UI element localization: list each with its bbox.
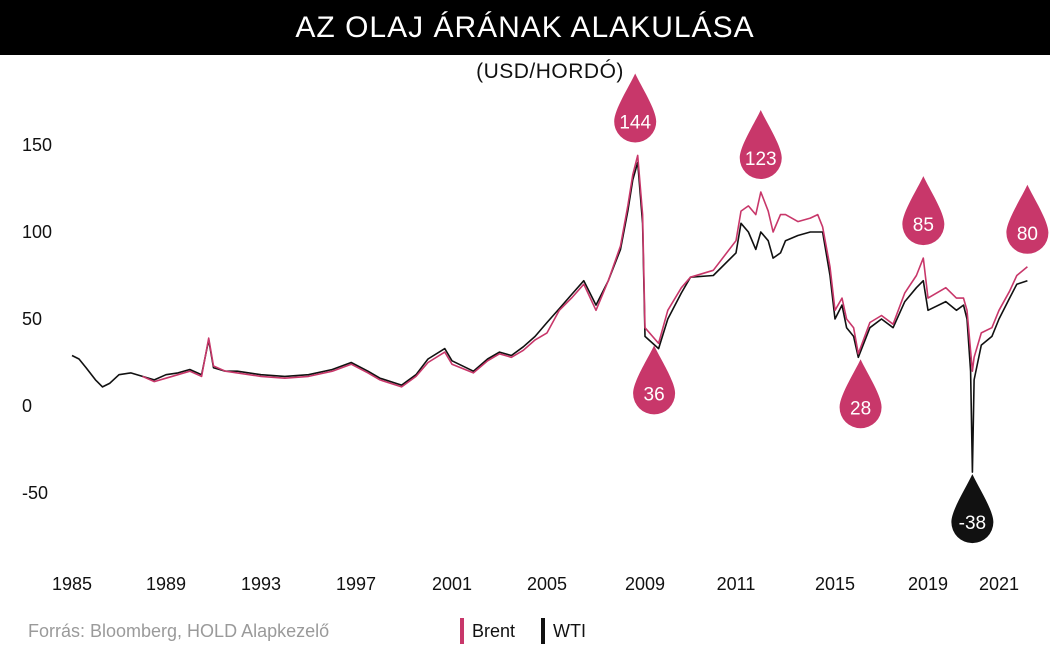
chart-title: AZ OLAJ ÁRÁNAK ALAKULÁSA (0, 0, 1050, 55)
y-tick-label: 50 (22, 309, 42, 329)
y-tick-label: 0 (22, 396, 32, 416)
legend-swatch-wti (541, 618, 546, 644)
y-tick-label: 150 (22, 135, 52, 155)
x-tick-label: 1993 (241, 574, 281, 594)
annotation-drop-80: 80 (1006, 184, 1049, 254)
drop-shape (902, 176, 945, 246)
annotation-label: 123 (745, 149, 777, 170)
drop-shape (614, 73, 657, 143)
series-line-brent (142, 154, 1028, 388)
legend-label-brent: Brent (472, 620, 516, 641)
legend-label-wti: WTI (553, 620, 587, 641)
x-tick-label: 2001 (432, 574, 472, 594)
annotation-label: 36 (644, 384, 665, 405)
x-tick-label: 1985 (52, 574, 92, 594)
x-tick-label: 2019 (908, 574, 948, 594)
x-tick-label: 2005 (527, 574, 567, 594)
source-note: Forrás: Bloomberg, HOLD Alapkezelő (28, 621, 330, 641)
y-tick-label: 100 (22, 222, 52, 242)
x-tick-label: 1997 (336, 574, 376, 594)
annotation-label: 28 (850, 398, 871, 419)
x-tick-label: 1989 (146, 574, 186, 594)
annotation-label: 80 (1017, 224, 1038, 245)
plot-lines (71, 154, 1028, 473)
legend-swatch-brent (460, 618, 464, 644)
legend-item-wti: WTI (541, 618, 586, 644)
y-tick-label: -50 (22, 483, 48, 503)
annotation-drop-28: 28 (839, 359, 882, 429)
y-axis: 150 100 50 0 -50 (22, 135, 52, 503)
annotation-drop-123: 123 (739, 109, 782, 179)
x-tick-label: 2009 (625, 574, 665, 594)
chart-subtitle: (USD/HORDÓ) (476, 60, 624, 83)
drop-shape (633, 345, 676, 415)
drop-shape (739, 109, 782, 179)
drop-shape (951, 474, 994, 544)
x-tick-label: 2015 (815, 574, 855, 594)
drop-shape (839, 359, 882, 429)
x-tick-label: 2021 (979, 574, 1019, 594)
drop-shape (1006, 184, 1049, 254)
legend-item-brent: Brent (460, 618, 515, 644)
annotation-drops: 144 36 123 28 85 80 -38 (614, 73, 1049, 544)
annotation-label: 144 (619, 112, 651, 133)
annotation-label: -38 (959, 513, 986, 534)
x-tick-label: 2011 (717, 574, 756, 594)
legend: Brent WTI (460, 618, 612, 644)
annotation-drop-36: 36 (633, 345, 676, 415)
annotation-drop--38: -38 (951, 474, 994, 544)
annotation-drop-144: 144 (614, 73, 657, 143)
annotation-drop-85: 85 (902, 176, 945, 246)
annotation-label: 85 (913, 215, 934, 236)
x-axis: 1985 1989 1993 1997 2001 2005 2009 2011 2015 2019… (52, 574, 1019, 594)
